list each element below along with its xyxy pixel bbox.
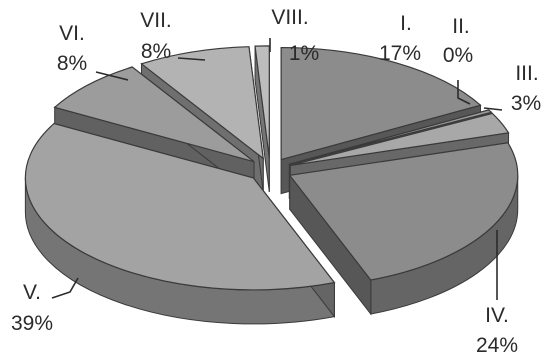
slice-value-label-2: 0% [443,44,473,67]
slice-name-label-4: IV. [485,304,509,327]
slice-name-label-8: VIII. [271,6,308,29]
slice-name-label-6: VI. [59,22,85,45]
slice-2 [289,109,493,165]
slice-name-label-7: VII. [140,9,172,32]
slice-name-label-5: V. [23,281,41,304]
slice-tops [24,45,519,291]
leader-line-5 [51,277,79,299]
slice-1 [280,46,482,161]
slice-7 [140,46,265,160]
slice-4 [288,142,519,281]
leader-line-6 [95,71,129,81]
slice-value-label-8: 1% [289,42,319,65]
slice-3 [290,112,510,167]
slice-5 [24,122,336,291]
leader-line-7 [177,57,206,61]
slice-6 [53,66,255,163]
slice-value-label-7: 8% [141,40,171,63]
slice-value-label-3: 3% [511,92,541,115]
slice-value-label-4: 24% [476,334,518,357]
leader-line-3 [483,107,503,111]
slice-value-label-5: 39% [11,312,53,335]
slice-name-label-2: II. [452,15,470,38]
leader-line-2 [457,80,471,105]
slice-name-label-1: I. [400,12,412,35]
slice-value-label-1: 17% [379,42,421,65]
slice-labels: I. 17% II. 0% III. 3% IV. 24% V. 39% VI. 8% VII. 8% VI… [11,6,541,357]
slice-name-label-3: III. [515,62,538,85]
leader-lines [51,38,503,300]
slice-value-label-6: 8% [57,52,87,75]
